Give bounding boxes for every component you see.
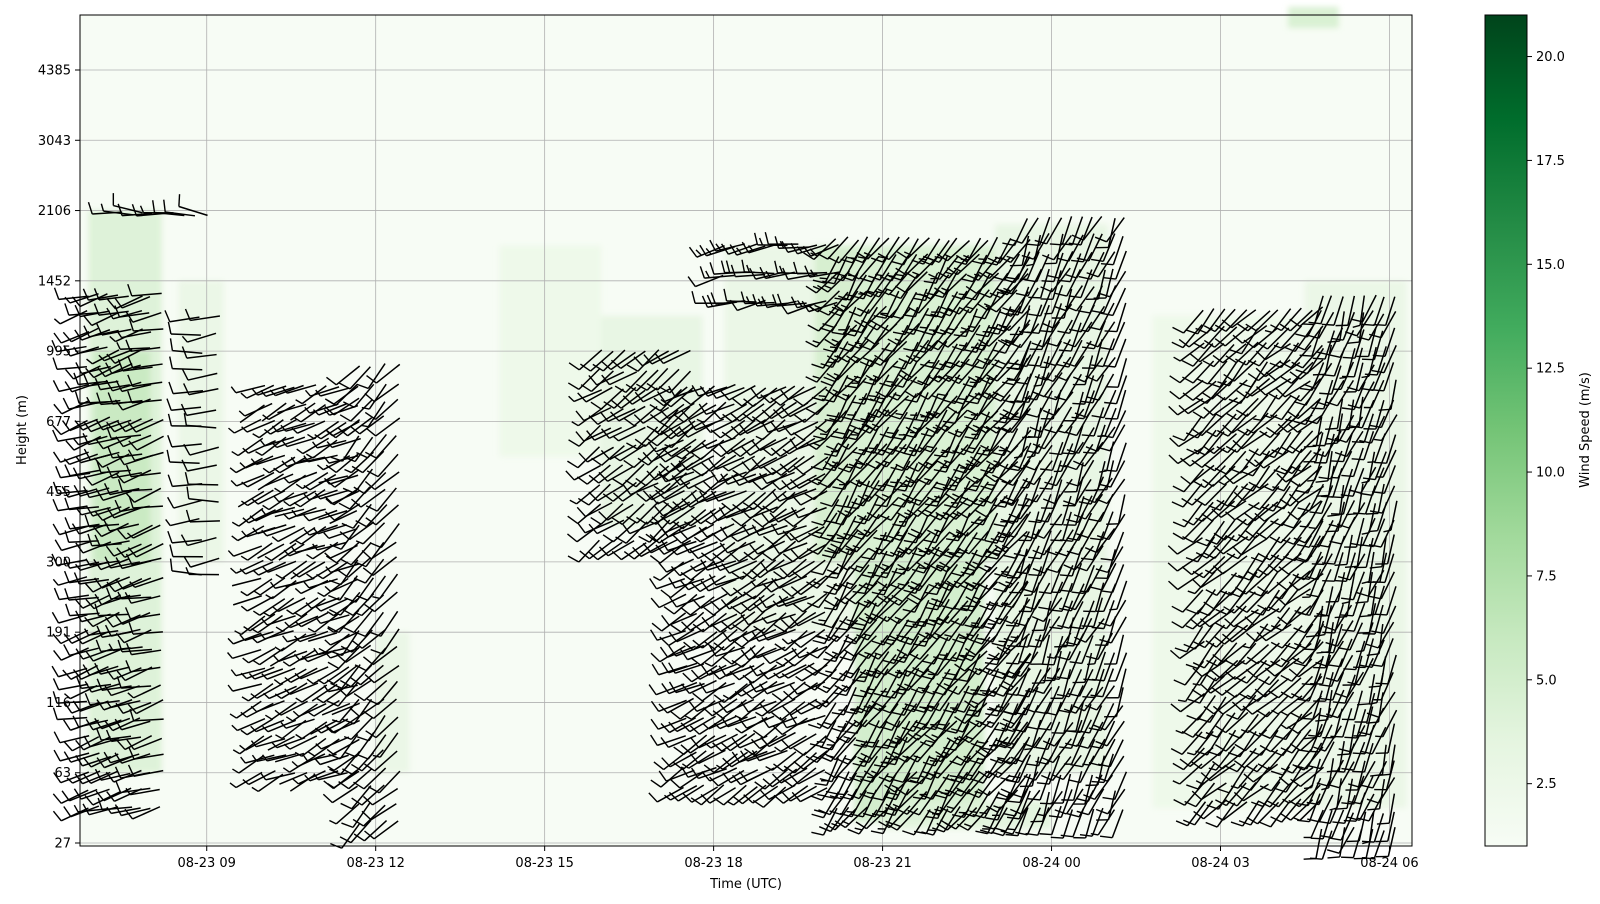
barb-feather: [938, 724, 946, 725]
barb-feather: [55, 288, 59, 300]
barb-feather: [867, 417, 875, 418]
speed-region-13: [1288, 7, 1339, 28]
barb-staff: [190, 521, 220, 522]
barb-feather: [899, 657, 907, 658]
barb-feather: [63, 398, 69, 409]
barb-feather: [65, 303, 69, 315]
barb-feather: [928, 830, 936, 831]
barb-feather: [880, 535, 888, 536]
barb-feather: [869, 448, 877, 449]
barb-feather: [64, 752, 70, 763]
barb-feather: [53, 380, 59, 391]
barb-feather: [847, 812, 855, 813]
barb-feather: [54, 732, 60, 743]
barb-feather: [54, 404, 62, 414]
barb-feather: [56, 466, 61, 477]
barb-feather: [886, 381, 894, 382]
barb-feather: [868, 573, 876, 574]
barb-feather: [54, 452, 61, 462]
barb-feather: [868, 742, 876, 743]
barb-feather: [52, 612, 58, 623]
barb-feather: [74, 439, 79, 445]
barb-feather: [74, 805, 78, 812]
barb-feather: [62, 791, 69, 801]
barb-feather: [820, 278, 828, 279]
barb-feather: [881, 691, 889, 692]
barb-feather: [53, 579, 58, 585]
barb-feather: [54, 750, 60, 761]
barb-feather: [819, 396, 827, 397]
barb-feather: [927, 362, 935, 363]
barb-feather: [54, 650, 62, 660]
barb-feather: [179, 194, 180, 206]
barb-staff: [188, 484, 218, 485]
barb-feather: [76, 391, 80, 403]
barb-feather: [869, 396, 877, 397]
barb-feather: [66, 369, 74, 378]
barb-feather: [54, 333, 61, 343]
barb-feather: [817, 742, 825, 743]
barb-feather: [54, 588, 59, 599]
barb-feather: [52, 666, 58, 677]
barb-feather: [64, 644, 70, 655]
barb-feather: [827, 745, 835, 746]
barb-feather: [53, 524, 59, 535]
barb-feather: [53, 794, 61, 803]
barb-feather: [920, 327, 928, 328]
barb-feather: [878, 486, 886, 487]
barb-feather: [66, 441, 74, 450]
barb-feather: [53, 430, 58, 441]
barb-feather: [830, 347, 838, 348]
barb-feather: [53, 678, 58, 689]
barb-feather: [820, 434, 828, 435]
barb-feather: [890, 482, 898, 483]
barb-feather: [73, 468, 79, 479]
barb-feather: [818, 620, 826, 621]
barb-feather: [54, 319, 60, 324]
barb-feather: [827, 535, 835, 536]
barb-feather: [64, 742, 72, 751]
barb-feather: [64, 720, 71, 730]
barb-feather: [65, 465, 70, 476]
barb-feather: [909, 451, 917, 452]
barb-feather: [64, 807, 71, 817]
barb-feather: [940, 655, 948, 656]
barb-feather: [950, 708, 958, 709]
barb-feather: [929, 330, 937, 331]
barb-feather: [837, 794, 845, 795]
barb-feather: [66, 604, 70, 616]
barb-feather: [65, 571, 70, 583]
barb-feather: [53, 811, 61, 821]
barb-feather: [55, 540, 61, 551]
barb-feather: [53, 499, 58, 510]
barb-feather: [65, 517, 70, 528]
barb-feather: [847, 415, 855, 416]
